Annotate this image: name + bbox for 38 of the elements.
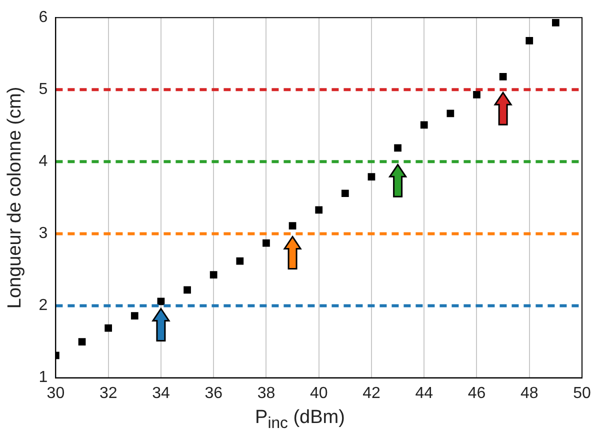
- point: [130, 312, 138, 320]
- point: [288, 222, 296, 230]
- x-tick-label: 32: [99, 384, 118, 402]
- y-tick-label: 6: [38, 9, 48, 26]
- y-tick-label: 2: [38, 297, 48, 314]
- x-tick-label: 38: [257, 384, 276, 402]
- y-tick-label: 1: [38, 369, 48, 386]
- point: [315, 206, 323, 214]
- y-axis-title: Longueur de colonne (cm): [4, 86, 26, 309]
- point: [446, 110, 454, 118]
- point: [368, 173, 376, 180]
- point: [552, 18, 560, 26]
- point: [78, 338, 86, 346]
- point: [473, 91, 480, 98]
- x-tick-label: 50: [573, 384, 591, 402]
- point: [341, 190, 349, 198]
- x-axis-title: P$_{inc}$ (dBm): [254, 407, 346, 433]
- point: [394, 144, 402, 152]
- point: [420, 121, 428, 129]
- x-tick-label: 30: [46, 384, 65, 402]
- x-tick-label: 40: [310, 384, 328, 402]
- x-tick-label: 42: [362, 384, 380, 402]
- point: [236, 257, 244, 265]
- point: [499, 72, 507, 80]
- x-tick-label: 34: [152, 384, 170, 402]
- x-tick-label: 48: [520, 384, 538, 402]
- y-tick-label: 4: [38, 153, 48, 170]
- point: [104, 324, 112, 332]
- point: [184, 286, 191, 294]
- point: [157, 298, 165, 306]
- x-tick-label: 36: [204, 384, 223, 402]
- x-tick-label: 46: [468, 384, 486, 402]
- point: [210, 271, 218, 278]
- y-tick-label: 3: [38, 225, 48, 242]
- point: [526, 36, 534, 44]
- x-tick-label: 44: [415, 384, 434, 402]
- point: [262, 239, 270, 247]
- y-tick-label: 5: [38, 81, 48, 98]
